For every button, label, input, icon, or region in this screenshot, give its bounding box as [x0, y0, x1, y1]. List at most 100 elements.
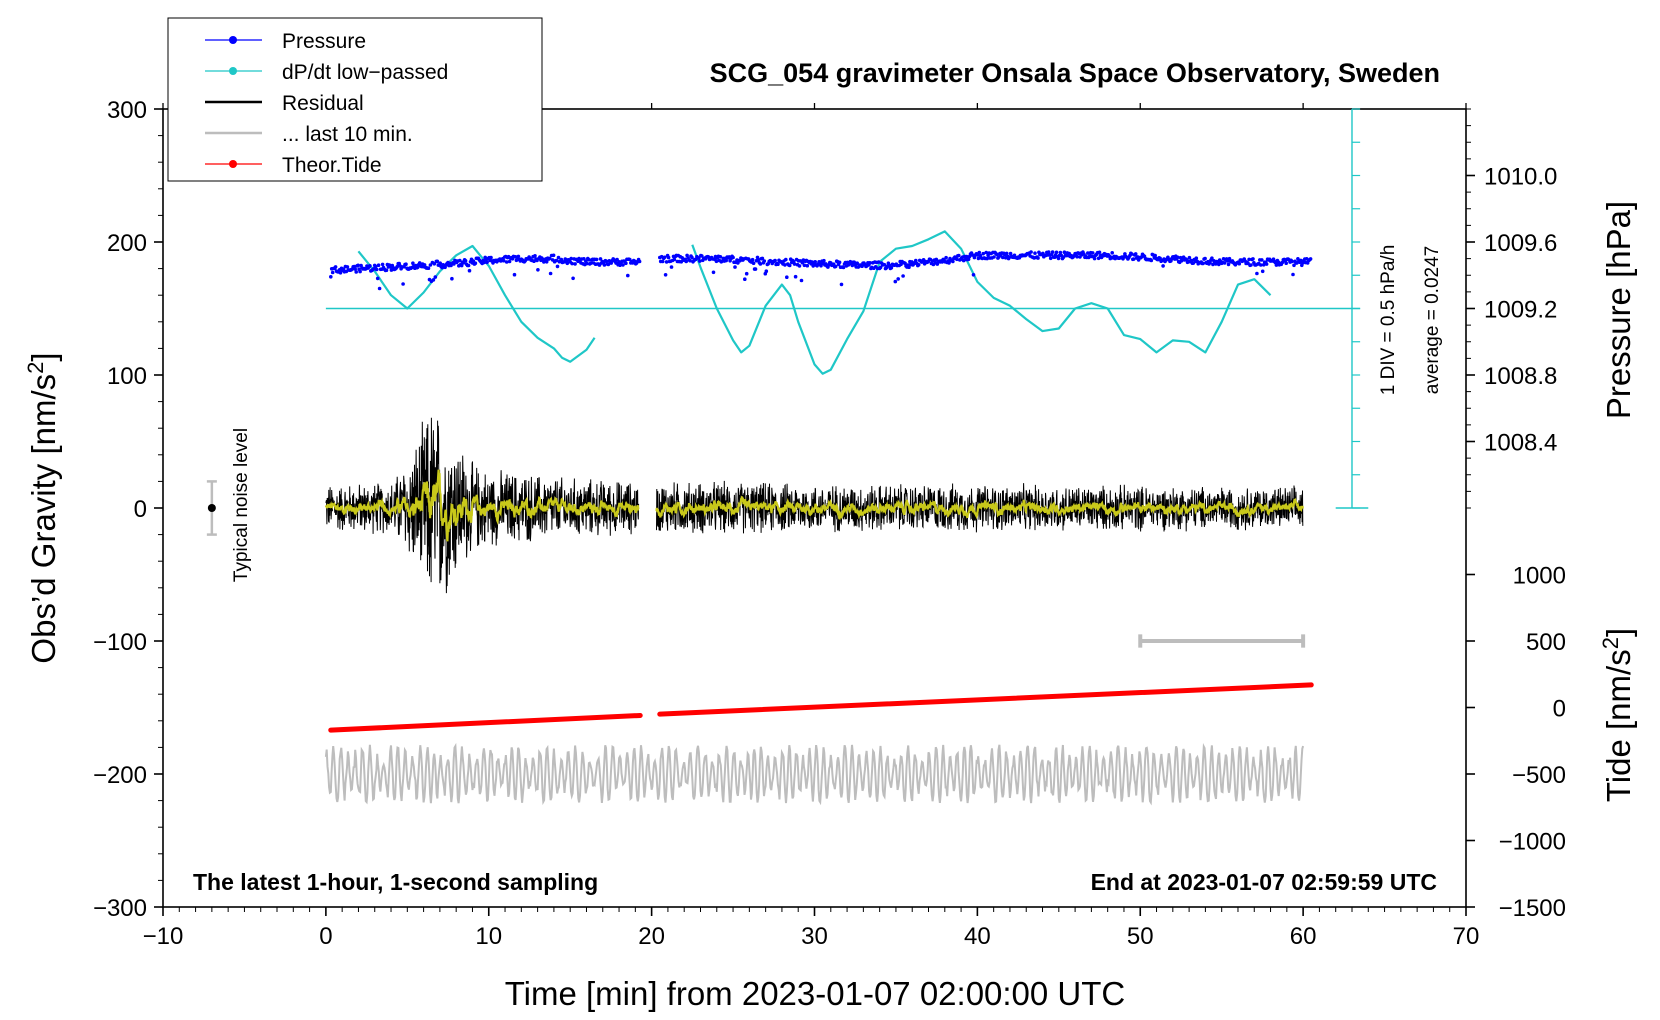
- x-tick-label: 40: [964, 923, 991, 950]
- pressure-point: [1054, 250, 1059, 255]
- pressure-point: [951, 259, 955, 264]
- last-10-min-bar: [1138, 634, 1306, 648]
- pressure-point: [1008, 251, 1013, 256]
- x-axis: −10 0 10 20 30 40 50 60 70: [143, 103, 1480, 950]
- pressure-point: [758, 262, 763, 266]
- subtitle-right: End at 2023-01-07 02:59:59 UTC: [1091, 869, 1437, 895]
- pressure-point: [760, 256, 765, 261]
- pressure-point: [338, 271, 343, 275]
- pressure-point: [1086, 251, 1090, 255]
- pressure-point: [1075, 254, 1079, 259]
- chart-title: SCG_054 gravimeter Onsala Space Observat…: [710, 58, 1440, 88]
- pressure-point: [797, 264, 802, 268]
- pressure-point: [602, 263, 607, 267]
- pressure-point: [971, 273, 976, 277]
- pressure-point: [916, 263, 921, 267]
- pressure-point: [594, 257, 599, 262]
- y-tick-label: −300: [93, 895, 147, 922]
- pressure-point: [395, 264, 400, 269]
- pressure-tick-label: 1009.6: [1484, 230, 1557, 257]
- pressure-point: [438, 261, 443, 266]
- pressure-point: [1187, 255, 1192, 260]
- x-axis-title: Time [min] from 2023-01-07 02:00:00 UTC: [505, 975, 1126, 1012]
- pressure-point: [785, 275, 789, 280]
- pressure-point: [555, 264, 560, 269]
- pressure-axis: 1010.0 1009.6 1009.2 1008.8 1008.4: [1466, 108, 1557, 509]
- pressure-point: [714, 259, 719, 264]
- pressure-point: [975, 253, 980, 257]
- pressure-point: [432, 262, 437, 266]
- pressure-point: [353, 267, 358, 271]
- pressure-point: [375, 276, 380, 281]
- pressure-point: [1131, 257, 1136, 261]
- left-axis-title: Obs’d Gravity [nm/s2]: [23, 352, 63, 663]
- residual-path: [325, 417, 640, 594]
- pressure-point: [664, 260, 669, 264]
- pressure-point: [764, 269, 769, 274]
- pressure-tick-label: 1008.8: [1484, 363, 1557, 390]
- pressure-point: [466, 263, 471, 268]
- pressure-point: [970, 253, 975, 257]
- pressure-point: [896, 277, 900, 281]
- pressure-point: [700, 254, 704, 258]
- pressure-point: [1004, 251, 1009, 256]
- pressure-point: [1284, 261, 1288, 266]
- pressure-point: [1153, 253, 1157, 258]
- pressure-point: [489, 255, 493, 260]
- pressure-tick-label: 1008.4: [1484, 430, 1557, 457]
- pressure-point: [626, 273, 630, 278]
- pressure-point: [504, 260, 509, 264]
- pressure-point: [1130, 252, 1134, 256]
- legend-box: [167, 17, 543, 182]
- noise-level-label: Typical noise level: [231, 428, 252, 582]
- pressure-point: [878, 265, 883, 270]
- pressure-axis-title: Pressure [hPa]: [1600, 201, 1637, 419]
- pressure-point: [684, 259, 688, 264]
- pressure-point: [977, 250, 982, 255]
- pressure-point: [333, 265, 338, 269]
- pressure-point: [1251, 257, 1255, 261]
- pressure-point: [1203, 256, 1207, 261]
- pressure-point: [724, 258, 728, 263]
- left-y-axis: 300 200 100 0 −100 −200 −300: [93, 97, 163, 922]
- pressure-point: [450, 276, 454, 281]
- pressure-point: [787, 263, 792, 268]
- pressure-point: [1097, 250, 1102, 255]
- dpdt-average-label: average = 0.0247: [1422, 246, 1443, 394]
- pressure-point: [1308, 257, 1313, 261]
- pressure-point: [751, 261, 756, 266]
- pressure-point: [1247, 257, 1251, 262]
- pressure-point: [384, 268, 389, 273]
- pressure-point: [799, 278, 804, 283]
- tide-tick-label: 0: [1553, 696, 1566, 723]
- pressure-point: [587, 257, 591, 262]
- pressure-point: [899, 262, 903, 267]
- pressure-point: [966, 257, 971, 262]
- pressure-point: [718, 254, 723, 259]
- pressure-point: [1161, 264, 1165, 268]
- pressure-point: [793, 274, 798, 279]
- pressure-point: [1050, 250, 1055, 254]
- x-tick-label: 70: [1453, 923, 1480, 950]
- pressure-point: [868, 261, 872, 265]
- pressure-point: [889, 265, 894, 270]
- pressure-point: [672, 257, 677, 262]
- pressure-point: [1046, 250, 1051, 254]
- pressure-point: [514, 258, 519, 263]
- tide-segment: [657, 682, 1314, 717]
- pressure-point: [901, 274, 905, 278]
- pressure-point: [354, 270, 359, 274]
- pressure-point: [1092, 256, 1097, 261]
- pressure-point: [850, 263, 855, 268]
- pressure-point: [1217, 262, 1221, 267]
- pressure-point: [731, 255, 735, 260]
- pressure-point: [776, 262, 780, 267]
- pressure-point: [1274, 263, 1279, 267]
- residual-path: [656, 480, 1304, 534]
- series-residual-smoothed: [324, 469, 1304, 542]
- pressure-tick-label: 1010.0: [1484, 164, 1557, 191]
- pressure-point: [1280, 260, 1285, 265]
- pressure-point: [1210, 256, 1214, 261]
- pressure-point: [1291, 272, 1295, 277]
